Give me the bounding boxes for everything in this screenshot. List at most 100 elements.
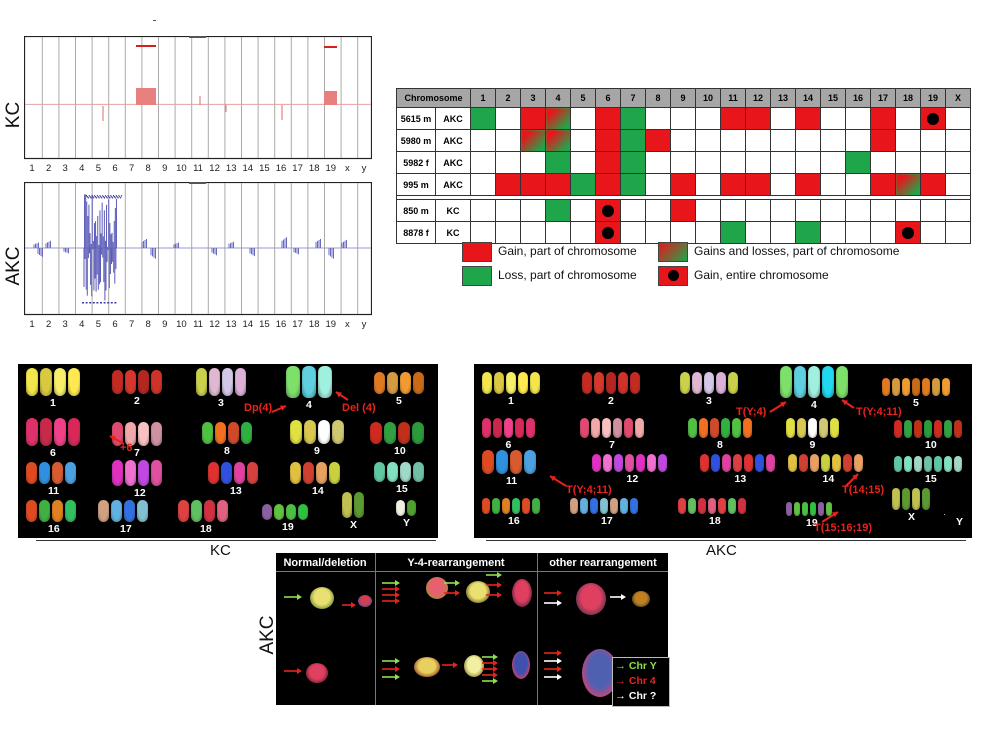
cnv-cell xyxy=(520,129,546,152)
chromosome-15 xyxy=(400,462,411,482)
chromosome-Y xyxy=(944,514,945,515)
table-header-col: 5 xyxy=(570,88,596,108)
chromosome-5 xyxy=(413,372,424,394)
chromosome-7 xyxy=(151,422,162,446)
chromosome-label-4: 4 xyxy=(306,399,312,411)
annotation-ty411b: T(Y;4;11) xyxy=(566,484,612,496)
chromosome-label-10: 10 xyxy=(925,439,937,451)
fish-divider xyxy=(375,553,376,705)
chromosome-label-2: 2 xyxy=(608,395,614,407)
cnv-cell xyxy=(595,129,621,152)
cnv-cell xyxy=(745,151,771,174)
chromosome-9 xyxy=(819,418,828,438)
chromosome-16 xyxy=(52,500,63,522)
fish-cell xyxy=(466,581,490,603)
chromosome-3 xyxy=(196,368,207,396)
karyotype-kc-panel: 1 2 3 4 5 6 7 8 9 10 11 12 13 14 15 16 17 18 19 X Y Dp(4) Del … xyxy=(18,364,438,538)
chromosome-19 xyxy=(286,504,296,520)
chrom-tick-4: 4 xyxy=(79,163,84,174)
chromosome-18 xyxy=(204,500,215,522)
cnv-cell xyxy=(745,221,771,244)
chrom-tick-12: 12 xyxy=(209,319,220,330)
cnv-cell xyxy=(945,151,971,174)
chromosome-1 xyxy=(506,372,516,394)
chromosome-9 xyxy=(830,418,839,438)
cnv-cell xyxy=(895,107,921,130)
chromosome-7 xyxy=(613,418,622,438)
chromosome-14 xyxy=(799,454,808,472)
chromosome-12 xyxy=(647,454,656,472)
chrom-tick-5: 5 xyxy=(96,319,101,330)
chromosome-14 xyxy=(303,462,314,484)
chromosome-15 xyxy=(374,462,385,482)
chrom-tick-x: x xyxy=(345,163,350,174)
chrom-tick-18: 18 xyxy=(309,319,320,330)
sample-type: AKC xyxy=(435,151,471,174)
fish-cell xyxy=(306,663,328,683)
chromosome-label-13: 13 xyxy=(734,473,747,485)
chromosome-label-Y: Y xyxy=(956,516,964,528)
sample-id: 5980 m xyxy=(396,129,436,152)
chromosome-10 xyxy=(914,420,922,438)
chromosome-label-17: 17 xyxy=(601,515,613,527)
chromosome-7 xyxy=(125,422,136,446)
chromosome-17 xyxy=(98,500,109,522)
table-row: 5980 m AKC xyxy=(396,129,971,152)
chromosome-5 xyxy=(902,378,910,396)
cnv-cell xyxy=(470,173,496,196)
sample-id: 850 m xyxy=(396,199,436,222)
legend-gain-part-text: Gain, part of chromosome xyxy=(498,244,637,259)
chromosome-3 xyxy=(680,372,690,394)
annotation-plus6: +6 xyxy=(120,442,133,454)
chromosome-10 xyxy=(924,420,932,438)
chromosome-5 xyxy=(387,372,398,394)
chromosome-8 xyxy=(202,422,213,444)
cnv-cell xyxy=(895,221,921,244)
sample-id: 995 m xyxy=(396,173,436,196)
chromosome-16 xyxy=(492,498,500,514)
legend-loss-part-text: Loss, part of chromosome xyxy=(498,268,637,283)
cnv-cell xyxy=(920,221,946,244)
chromosome-2 xyxy=(618,372,628,394)
legend-gain-entire: Gain, entire chromosome xyxy=(658,266,829,286)
chromosome-8 xyxy=(732,418,741,438)
legend-loss-part: Loss, part of chromosome xyxy=(462,266,637,286)
chromosome-label-9: 9 xyxy=(809,439,816,451)
chromosome-label-11: 11 xyxy=(48,485,60,497)
cnv-cell xyxy=(545,129,571,152)
chromosome-3 xyxy=(704,372,714,394)
table-row: 5982 f AKC xyxy=(396,151,971,174)
chromosome-9 xyxy=(797,418,806,438)
chrom-tick-10: 10 xyxy=(176,319,187,330)
chromosome-18 xyxy=(178,500,189,522)
chromosome-8 xyxy=(710,418,719,438)
chromosome-13 xyxy=(700,454,709,472)
sample-type: AKC xyxy=(435,107,471,130)
cnv-cell xyxy=(620,129,646,152)
chromosome-18 xyxy=(728,498,736,514)
table-row: 850 m KC xyxy=(396,199,971,222)
chromosome-label-1: 1 xyxy=(508,395,514,407)
chromosome-13 xyxy=(766,454,775,472)
chrom-tick-17: 17 xyxy=(292,319,303,330)
legend-mixed-part: Gains and losses, part of chromosome xyxy=(658,242,899,262)
chromosome-6 xyxy=(26,418,38,446)
cnv-cell xyxy=(720,199,746,222)
chromosome-2 xyxy=(138,370,149,394)
chromosome-8 xyxy=(699,418,708,438)
chromosome-17 xyxy=(570,498,578,514)
fish-cell xyxy=(310,587,334,609)
fish-cell xyxy=(512,579,532,607)
cnv-cell xyxy=(570,107,596,130)
chromosome-19 xyxy=(810,502,816,516)
chromosome-11 xyxy=(39,462,50,484)
chromosome-Y xyxy=(396,500,405,516)
chromosome-5 xyxy=(942,378,950,396)
chrom-tick-16: 16 xyxy=(276,319,287,330)
chromosome-6 xyxy=(482,418,491,438)
chrom-tick-10: 10 xyxy=(176,163,187,174)
chromosome-6 xyxy=(515,418,524,438)
table-header-col: 18 xyxy=(895,88,921,108)
chromosome-X xyxy=(892,488,900,510)
cnv-cell xyxy=(595,221,621,244)
